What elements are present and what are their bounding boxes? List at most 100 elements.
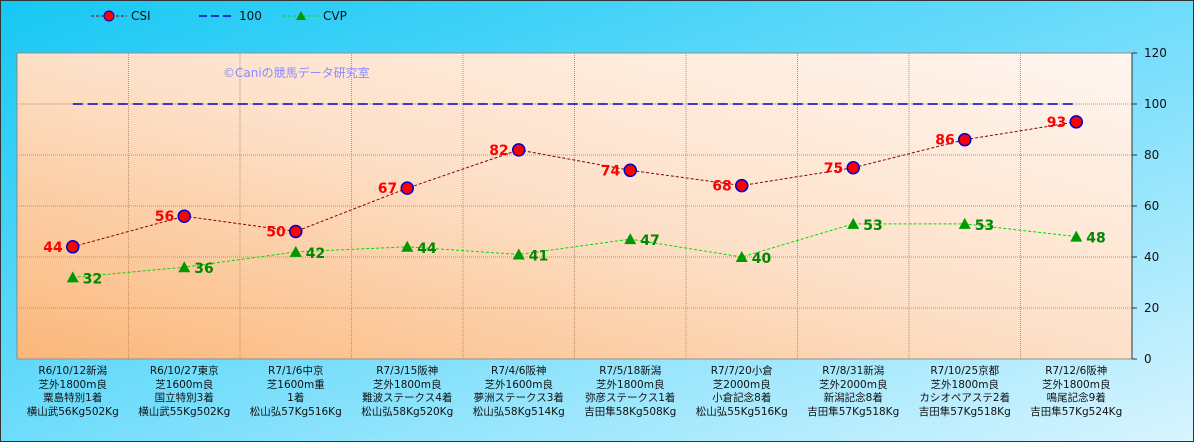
x-tick-label: R7/12/6阪神 芝外1800m良 鳴尾記念9着 吉田隼57Kg524Kg	[1020, 365, 1132, 419]
csi-data-label: 74	[601, 163, 621, 179]
x-tick-label-line: 横山武55Kg502Kg	[138, 405, 231, 418]
y-tick-label: 100	[1144, 97, 1167, 111]
series-cvp-line	[72, 223, 1077, 278]
x-tick-label-line: 松山弘58Kg514Kg	[472, 405, 565, 418]
cvp-data-label: 53	[863, 218, 882, 234]
csi-marker	[289, 224, 303, 239]
cvp-data-label: 42	[306, 246, 325, 262]
x-tick-label-line: 夢洲ステークス3着	[473, 392, 564, 404]
x-tick-label-line: R6/10/12新潟	[38, 365, 108, 377]
y-tick-label: 20	[1144, 301, 1159, 315]
x-tick-label-line: 芝外1800m良	[1042, 378, 1111, 391]
csi-data-label: 67	[378, 181, 397, 197]
x-tick-label-line: 吉田隼57Kg518Kg	[807, 405, 900, 418]
cvp-marker	[1070, 230, 1083, 242]
x-tick-label: R7/4/6阪神 芝外1600m良 夢洲ステークス3着 松山弘58Kg514Kg	[463, 365, 575, 419]
x-tick-label-line: R7/7/20小倉	[710, 365, 773, 377]
x-tick-label-line: 芝外1600m良	[484, 378, 553, 391]
x-tick-label-line: 吉田隼57Kg524Kg	[1030, 405, 1123, 418]
series-csi-line	[72, 121, 1077, 248]
csi-marker	[400, 181, 414, 195]
legend-cvp-swatch	[283, 11, 319, 20]
x-tick-label-line: 芝外2000m良	[819, 378, 888, 391]
x-tick-label: R7/10/25京都 芝外1800m良 カシオペアステ2着 吉田隼57Kg518Kg	[909, 365, 1021, 419]
x-tick-label-line: R7/12/6阪神	[1045, 365, 1108, 377]
csi-marker	[177, 209, 191, 223]
x-tick-label-line: 芝1600m重	[266, 378, 325, 391]
cvp-marker	[847, 217, 860, 229]
csi-marker	[1069, 115, 1083, 129]
x-tick-label-line: 松山弘55Kg516Kg	[695, 405, 788, 418]
csi-data-label: 56	[155, 209, 174, 225]
x-tick-label-line: 粟島特別1着	[43, 392, 103, 404]
x-tick-label-line: カシオペアステ2着	[919, 392, 1011, 404]
x-tick-label: R6/10/12新潟 芝外1800m良 粟島特別1着 横山武56Kg502Kg	[17, 365, 129, 419]
x-tick-label-line: 横山武56Kg502Kg	[26, 405, 119, 418]
x-tick-label-line: 吉田隼58Kg508Kg	[584, 405, 677, 418]
csi-marker	[623, 163, 637, 178]
cvp-marker	[401, 240, 414, 252]
x-tick-label-line: 松山弘57Kg516Kg	[249, 405, 342, 418]
watermark: ©Caniの競馬データ研究室	[223, 65, 370, 80]
x-tick-label-line: 難波ステークス4着	[362, 392, 453, 404]
cvp-data-label: 36	[194, 261, 213, 277]
cvp-data-label: 40	[752, 251, 772, 267]
legend-csi: CSI	[91, 9, 151, 23]
y-tick-label: 120	[1144, 46, 1167, 60]
x-tick-label: R7/5/18新潟 芝外1800m良 弥彦ステークス1着 吉田隼58Kg508Kg	[574, 365, 686, 419]
cvp-marker	[624, 233, 637, 245]
x-tick-label: R7/1/6中京 芝1600m重 1着 松山弘57Kg516Kg	[240, 365, 352, 419]
y-tick-label: 40	[1144, 250, 1159, 264]
x-tick-label-line: 弥彦ステークス1着	[585, 392, 676, 404]
x-tick-label-line: R7/8/31新潟	[822, 365, 885, 377]
x-tick-label-line: R7/1/6中京	[268, 365, 324, 377]
x-tick-label: R7/8/31新潟 芝外2000m良 新潟記念8着 吉田隼57Kg518Kg	[797, 365, 909, 419]
cvp-marker	[735, 251, 748, 262]
csi-data-label: 68	[712, 179, 731, 195]
csi-data-label: 50	[266, 225, 286, 241]
cvp-data-label: 47	[640, 233, 659, 249]
x-tick-label-line: 芝外1800m良	[596, 378, 665, 391]
legend-100-swatch	[199, 15, 235, 17]
y-tick-label: 80	[1144, 148, 1159, 162]
cvp-marker	[289, 245, 302, 257]
y-tick-label: 0	[1144, 352, 1152, 366]
legend-cvp: CVP	[283, 9, 347, 23]
x-tick-label-line: 松山弘58Kg520Kg	[361, 405, 454, 418]
x-tick-label-line: 鳴尾記念9着	[1046, 392, 1106, 404]
csi-marker	[66, 240, 80, 254]
csi-marker	[958, 132, 972, 147]
x-tick-label: R7/7/20小倉 芝2000m良 小倉記念8着 松山弘55Kg516Kg	[686, 365, 798, 419]
legend-label: 100	[239, 9, 262, 23]
cvp-marker	[512, 248, 525, 260]
x-tick-label-line: 新潟記念8着	[823, 392, 883, 404]
csi-marker	[512, 143, 526, 157]
csi-data-label: 82	[489, 143, 508, 159]
x-tick-label-line: 芝2000m良	[712, 378, 771, 391]
x-tick-label: R7/3/15阪神 芝外1800m良 難波ステークス4着 松山弘58Kg520Kg	[351, 365, 463, 419]
csi-data-label: 93	[1047, 115, 1066, 131]
csi-marker	[735, 178, 749, 193]
x-tick-label-line: 芝外1800m良	[930, 378, 999, 391]
cvp-data-label: 32	[83, 271, 102, 287]
csi-data-label: 86	[935, 133, 954, 149]
cvp-marker	[178, 261, 191, 273]
x-tick-label-line: R7/10/25京都	[930, 365, 1000, 377]
x-tick-label-line: 小倉記念8着	[712, 392, 772, 404]
csi-data-label: 44	[43, 240, 63, 256]
cvp-data-label: 48	[1086, 231, 1105, 247]
x-tick-label-line: 国立特別3着	[154, 392, 214, 404]
legend-label: CSI	[131, 9, 151, 23]
x-tick-label-line: 芝1600m良	[155, 378, 214, 391]
cvp-marker	[66, 271, 79, 283]
csi-data-label: 75	[824, 161, 843, 177]
x-tick-label-line: 吉田隼57Kg518Kg	[918, 405, 1011, 418]
cvp-data-label: 44	[417, 241, 437, 257]
legend-100: 100	[199, 9, 262, 23]
x-tick-label: R6/10/27東京 芝1600m良 国立特別3着 横山武55Kg502Kg	[128, 365, 240, 419]
csi-marker	[846, 161, 860, 175]
x-tick-label-line: R6/10/27東京	[149, 365, 219, 377]
legend-csi-swatch	[91, 10, 127, 22]
